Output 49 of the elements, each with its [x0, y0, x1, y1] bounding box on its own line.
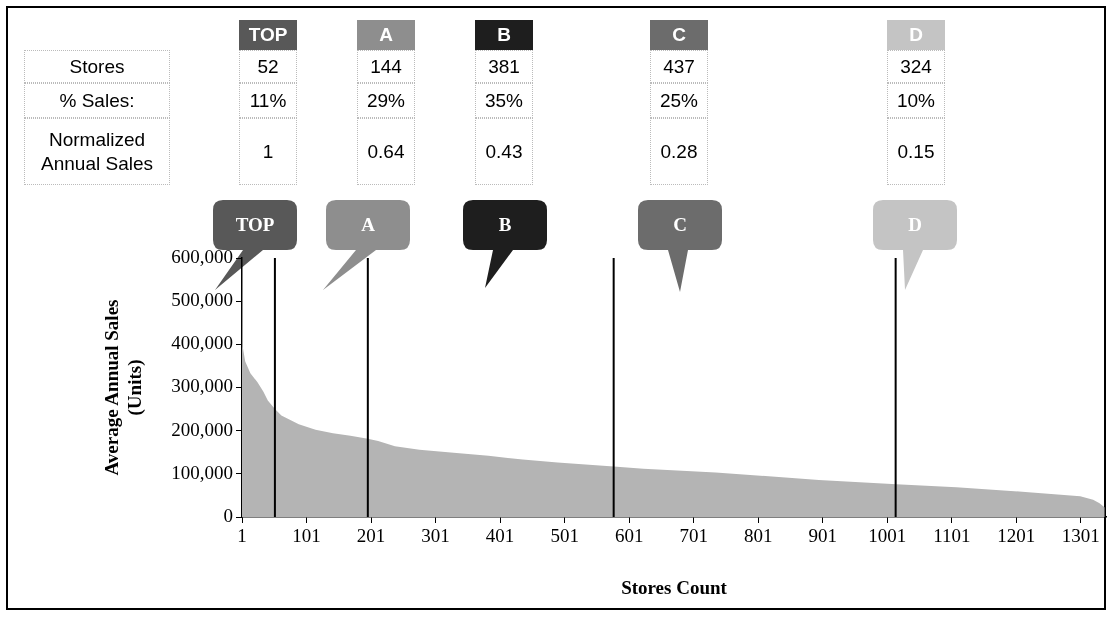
text: 381 — [475, 50, 533, 83]
text: 0.43 — [475, 118, 533, 185]
text: TOP — [248, 24, 288, 45]
y-axis-title: Average Annual Sales (Units) — [101, 299, 147, 476]
y-tick-label: 100,000 — [171, 461, 233, 483]
x-tick-label: 201 — [356, 525, 386, 547]
x-tick-label: 401 — [485, 525, 515, 547]
x-tick-label: 301 — [421, 525, 450, 547]
text: 25% — [650, 83, 708, 118]
text: 1 — [239, 118, 297, 185]
text: 0.28 — [650, 118, 708, 185]
x-tick-label: 1301 — [1061, 525, 1100, 547]
x-tick-label: 501 — [550, 525, 579, 547]
text: B — [497, 24, 511, 45]
y-tick-label: 500,000 — [171, 289, 233, 311]
text: 10% — [887, 83, 945, 118]
text: 52 — [239, 50, 297, 83]
x-tick-label: 1001 — [868, 525, 907, 547]
y-tick-label: 200,000 — [171, 418, 233, 440]
text: A — [379, 24, 393, 45]
text: 324 — [887, 50, 945, 83]
text: % Sales: — [24, 83, 170, 118]
y-tick-label: 300,000 — [171, 375, 233, 397]
text: 11% — [239, 83, 297, 118]
text: Stores — [24, 50, 170, 83]
speech-bubble: B — [463, 200, 549, 290]
text: D — [909, 24, 923, 45]
y-tick-label: 0 — [223, 504, 233, 526]
x-tick-label: 1201 — [997, 525, 1036, 547]
y-tick-label: 600,000 — [171, 245, 233, 267]
text: 29% — [357, 83, 415, 118]
y-tick-label: 400,000 — [171, 332, 233, 354]
text: 144 — [357, 50, 415, 83]
text: Normalized Annual Sales — [24, 118, 170, 185]
x-tick-label: 801 — [743, 525, 773, 547]
text: 0.15 — [887, 118, 945, 185]
x-tick-label: 601 — [614, 525, 644, 547]
x-tick-label: 901 — [808, 525, 837, 547]
speech-bubble: A — [323, 200, 412, 292]
text: 437 — [650, 50, 708, 83]
speech-bubble: D — [873, 200, 959, 292]
text: 0.64 — [357, 118, 415, 185]
text: 35% — [475, 83, 533, 118]
x-tick-label: 1 — [237, 525, 247, 547]
x-tick-label: 701 — [679, 525, 708, 547]
x-axis-title: Stores Count — [621, 576, 728, 598]
x-tick-label: 101 — [292, 525, 321, 547]
x-tick-label: 1101 — [933, 525, 971, 547]
text: C — [672, 24, 686, 45]
